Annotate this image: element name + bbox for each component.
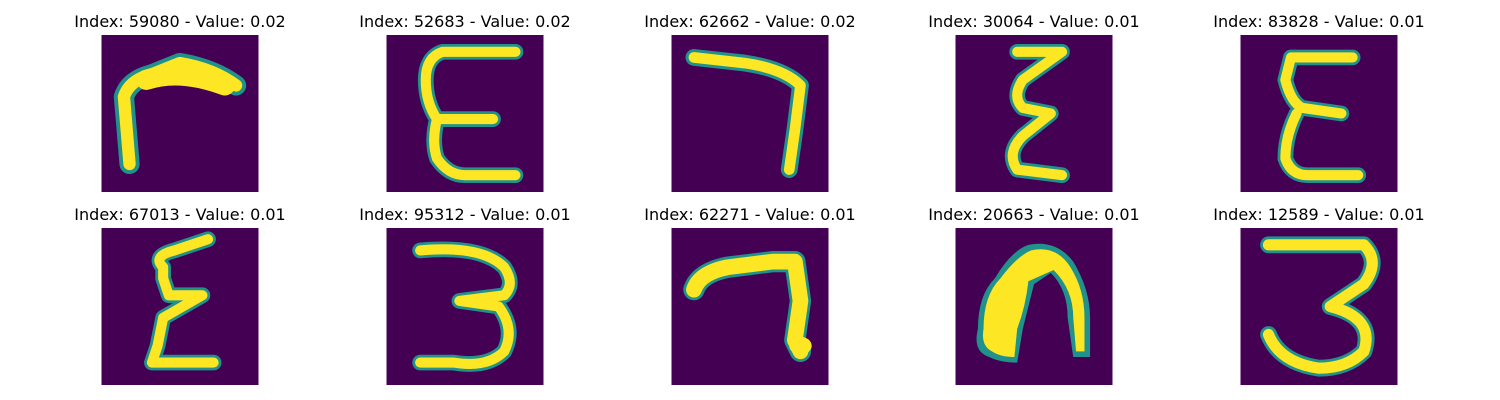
tile-title: Index: 62662 - Value: 0.02 <box>644 12 856 31</box>
tile-title: Index: 95312 - Value: 0.01 <box>359 205 571 224</box>
epsilon-like-glyph-image <box>386 35 544 192</box>
tile-title: Index: 12589 - Value: 0.01 <box>1213 205 1425 224</box>
seven-like-glyph-image <box>671 35 829 192</box>
arch-glyph-image <box>955 228 1113 385</box>
tile-title: Index: 52683 - Value: 0.02 <box>359 12 571 31</box>
seven-like-glyph-image <box>671 228 829 385</box>
epsilon-like-glyph-image <box>1240 35 1398 192</box>
three-like-glyph-image <box>386 228 544 385</box>
tile-title: Index: 62271 - Value: 0.01 <box>644 205 856 224</box>
tile-title: Index: 20663 - Value: 0.01 <box>928 205 1140 224</box>
tile-title: Index: 30064 - Value: 0.01 <box>928 12 1140 31</box>
seven-like-glyph-image <box>101 35 259 192</box>
tile-title: Index: 59080 - Value: 0.02 <box>74 12 286 31</box>
zig-zag-glyph-image <box>955 35 1113 192</box>
tile-title: Index: 67013 - Value: 0.01 <box>74 205 286 224</box>
three-like-glyph-image <box>1240 228 1398 385</box>
zig-zag-glyph-image <box>101 228 259 385</box>
tile-title: Index: 83828 - Value: 0.01 <box>1213 12 1425 31</box>
